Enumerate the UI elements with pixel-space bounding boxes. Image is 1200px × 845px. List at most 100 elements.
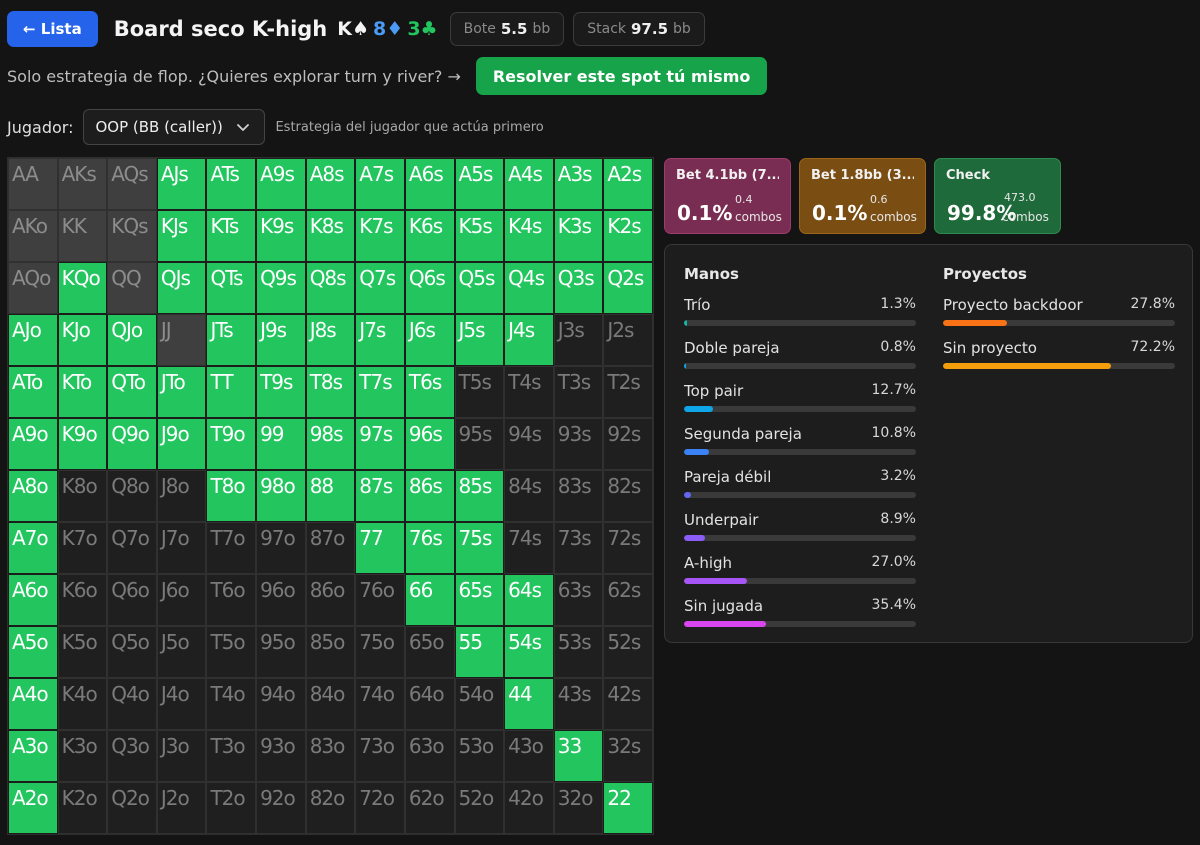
- hand-cell[interactable]: A8o: [8, 470, 58, 522]
- hand-cell[interactable]: A8s: [305, 158, 356, 210]
- hand-cell[interactable]: 54o: [454, 678, 505, 730]
- hand-cell[interactable]: K8o: [57, 470, 108, 522]
- hand-cell[interactable]: 84o: [305, 678, 356, 730]
- hand-cell[interactable]: KTo: [57, 366, 108, 418]
- hand-cell[interactable]: K6s: [404, 210, 455, 262]
- hand-cell[interactable]: T3o: [206, 730, 257, 782]
- hand-cell[interactable]: A6s: [404, 158, 455, 210]
- hand-cell[interactable]: 22: [603, 782, 653, 834]
- hand-cell[interactable]: JJ: [156, 314, 207, 366]
- hand-cell[interactable]: J8s: [305, 314, 356, 366]
- hand-cell[interactable]: J2o: [156, 782, 207, 834]
- hand-cell[interactable]: A4s: [504, 158, 554, 210]
- hand-cell[interactable]: 92s: [603, 418, 653, 470]
- hand-cell[interactable]: A4o: [8, 678, 58, 730]
- solve-spot-button[interactable]: Resolver este spot tú mismo: [475, 57, 768, 95]
- hand-cell[interactable]: Q8o: [107, 470, 157, 522]
- hand-cell[interactable]: 52o: [454, 782, 505, 834]
- hand-cell[interactable]: 85s: [454, 470, 505, 522]
- hand-cell[interactable]: 53o: [454, 730, 505, 782]
- hand-cell[interactable]: A3s: [553, 158, 604, 210]
- hand-cell[interactable]: T3s: [553, 366, 604, 418]
- hand-cell[interactable]: 43o: [504, 730, 554, 782]
- hand-cell[interactable]: J8o: [156, 470, 207, 522]
- hand-cell[interactable]: T8s: [305, 366, 356, 418]
- hand-cell[interactable]: Q3s: [553, 262, 604, 314]
- hand-cell[interactable]: T7o: [206, 522, 257, 574]
- hand-cell[interactable]: 92o: [256, 782, 306, 834]
- hand-cell[interactable]: 99: [256, 418, 306, 470]
- hand-cell[interactable]: 88: [305, 470, 356, 522]
- hand-cell[interactable]: T6s: [404, 366, 455, 418]
- hand-cell[interactable]: T4o: [206, 678, 257, 730]
- hand-cell[interactable]: T6o: [206, 574, 257, 626]
- hand-cell[interactable]: 76s: [404, 522, 455, 574]
- hand-cell[interactable]: K3o: [57, 730, 108, 782]
- hand-cell[interactable]: J4s: [504, 314, 554, 366]
- hand-cell[interactable]: 77: [355, 522, 405, 574]
- hand-cell[interactable]: J7o: [156, 522, 207, 574]
- player-select[interactable]: OOP (BB (caller)): [83, 109, 266, 145]
- hand-cell[interactable]: AKo: [8, 210, 58, 262]
- back-to-list-button[interactable]: ← Lista: [7, 11, 98, 47]
- hand-cell[interactable]: K9s: [256, 210, 306, 262]
- hand-cell[interactable]: K4s: [504, 210, 554, 262]
- hand-cell[interactable]: AKs: [57, 158, 108, 210]
- hand-cell[interactable]: T2o: [206, 782, 257, 834]
- hand-cell[interactable]: 72o: [355, 782, 405, 834]
- hand-cell[interactable]: K7s: [355, 210, 405, 262]
- hand-cell[interactable]: J3o: [156, 730, 207, 782]
- hand-cell[interactable]: 97s: [355, 418, 405, 470]
- hand-cell[interactable]: ATs: [206, 158, 257, 210]
- hand-cell[interactable]: J9s: [256, 314, 306, 366]
- hand-cell[interactable]: AJo: [8, 314, 58, 366]
- hand-cell[interactable]: 65s: [454, 574, 505, 626]
- hand-cell[interactable]: QJo: [107, 314, 157, 366]
- hand-cell[interactable]: K2o: [57, 782, 108, 834]
- hand-cell[interactable]: 85o: [305, 626, 356, 678]
- hand-cell[interactable]: 44: [504, 678, 554, 730]
- hand-cell[interactable]: 54s: [504, 626, 554, 678]
- hand-cell[interactable]: 74s: [504, 522, 554, 574]
- hand-cell[interactable]: QQ: [107, 262, 157, 314]
- hand-cell[interactable]: 98s: [305, 418, 356, 470]
- hand-cell[interactable]: 64o: [404, 678, 455, 730]
- hand-cell[interactable]: KTs: [206, 210, 257, 262]
- hand-cell[interactable]: KQo: [57, 262, 108, 314]
- hand-cell[interactable]: A7o: [8, 522, 58, 574]
- hand-cell[interactable]: 52s: [603, 626, 653, 678]
- hand-cell[interactable]: J6o: [156, 574, 207, 626]
- hand-cell[interactable]: 83s: [553, 470, 604, 522]
- hand-cell[interactable]: K3s: [553, 210, 604, 262]
- hand-cell[interactable]: 32o: [553, 782, 604, 834]
- hand-cell[interactable]: 82s: [603, 470, 653, 522]
- hand-cell[interactable]: Q2s: [603, 262, 653, 314]
- hand-cell[interactable]: 76o: [355, 574, 405, 626]
- hand-cell[interactable]: JTo: [156, 366, 207, 418]
- hand-cell[interactable]: Q4s: [504, 262, 554, 314]
- action-card-bet-large[interactable]: Bet 4.1bb (7... 0.1% 0.4 combos: [664, 158, 791, 234]
- hand-cell[interactable]: 74o: [355, 678, 405, 730]
- hand-cell[interactable]: 95s: [454, 418, 505, 470]
- hand-cell[interactable]: 75o: [355, 626, 405, 678]
- hand-cell[interactable]: T2s: [603, 366, 653, 418]
- hand-cell[interactable]: T5s: [454, 366, 505, 418]
- hand-cell[interactable]: K4o: [57, 678, 108, 730]
- hand-cell[interactable]: J7s: [355, 314, 405, 366]
- hand-cell[interactable]: 98o: [256, 470, 306, 522]
- hand-cell[interactable]: 73o: [355, 730, 405, 782]
- hand-cell[interactable]: K5s: [454, 210, 505, 262]
- hand-cell[interactable]: JTs: [206, 314, 257, 366]
- hand-cell[interactable]: 86o: [305, 574, 356, 626]
- hand-cell[interactable]: QTo: [107, 366, 157, 418]
- action-card-bet-small[interactable]: Bet 1.8bb (3... 0.1% 0.6 combos: [799, 158, 926, 234]
- hand-cell[interactable]: AJs: [156, 158, 207, 210]
- hand-cell[interactable]: Q7o: [107, 522, 157, 574]
- hand-cell[interactable]: Q7s: [355, 262, 405, 314]
- hand-cell[interactable]: 82o: [305, 782, 356, 834]
- hand-cell[interactable]: J4o: [156, 678, 207, 730]
- hand-cell[interactable]: 86s: [404, 470, 455, 522]
- hand-cell[interactable]: KK: [57, 210, 108, 262]
- hand-cell[interactable]: Q3o: [107, 730, 157, 782]
- hand-cell[interactable]: J5s: [454, 314, 505, 366]
